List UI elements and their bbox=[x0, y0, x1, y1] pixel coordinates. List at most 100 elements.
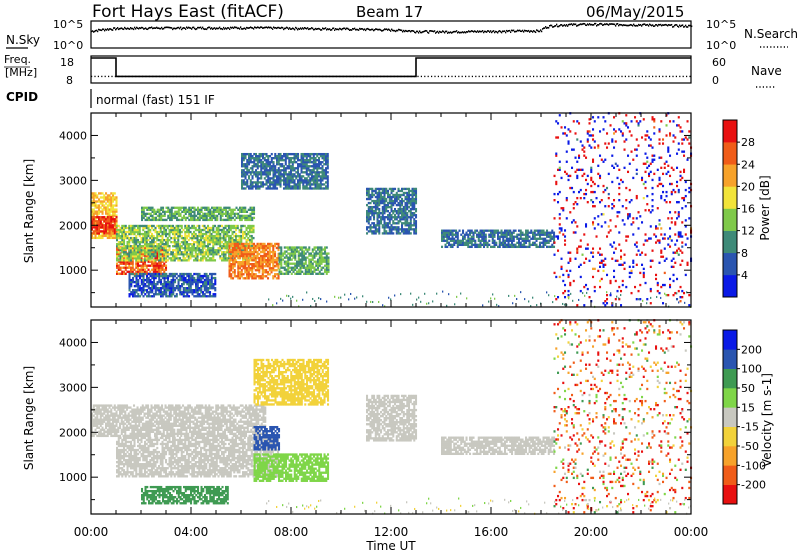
rti-cell bbox=[139, 277, 141, 279]
rti-cell bbox=[179, 273, 181, 275]
rti-cell bbox=[394, 198, 396, 200]
rti-cell bbox=[178, 281, 180, 283]
rti-cell bbox=[125, 259, 127, 261]
rti-cell bbox=[211, 233, 213, 235]
rti-cell bbox=[281, 155, 283, 157]
rti-cell bbox=[183, 237, 185, 239]
rti-cell bbox=[223, 239, 225, 241]
rti-cell bbox=[153, 245, 155, 247]
rti-cell bbox=[253, 159, 255, 161]
rti-cell bbox=[183, 247, 185, 249]
rti-cell bbox=[385, 204, 387, 206]
rti-cell bbox=[177, 251, 179, 253]
rti-cell bbox=[100, 210, 102, 212]
rti-cell bbox=[157, 275, 159, 277]
rti-cell bbox=[249, 239, 251, 241]
rti-cell bbox=[163, 269, 165, 271]
rti-cell bbox=[228, 239, 230, 241]
rti-cell bbox=[197, 281, 199, 283]
rti-cell bbox=[223, 207, 225, 209]
rti-cell bbox=[243, 209, 245, 211]
rti-cell bbox=[262, 269, 264, 271]
rti-cell bbox=[239, 237, 241, 239]
noise-point bbox=[428, 32, 429, 34]
rti-cell bbox=[267, 277, 269, 279]
rti-cell bbox=[112, 224, 114, 226]
rti-cell bbox=[394, 196, 396, 198]
rti-cell bbox=[218, 247, 220, 249]
rti-cell bbox=[312, 256, 314, 258]
rti-cell bbox=[410, 232, 412, 234]
rti-cell bbox=[306, 153, 308, 155]
rti-cell bbox=[366, 216, 368, 218]
rti-cell bbox=[246, 271, 248, 273]
rti-cell bbox=[385, 230, 387, 232]
freq-label-line2: [MHz] bbox=[5, 66, 37, 79]
rti-cell bbox=[370, 226, 372, 228]
rti-cell bbox=[128, 231, 130, 233]
rti-cell bbox=[179, 247, 181, 249]
rti-cell bbox=[197, 293, 199, 295]
rti-cell bbox=[139, 227, 141, 229]
rti-cell bbox=[248, 185, 250, 187]
rti-cell bbox=[137, 253, 139, 255]
rti-cell bbox=[158, 267, 160, 269]
rti-cell bbox=[96, 222, 98, 224]
rti-cell bbox=[406, 202, 408, 204]
rti-cell bbox=[95, 206, 97, 208]
rti-cell bbox=[167, 245, 169, 247]
rti-cell bbox=[212, 243, 214, 245]
noise-point bbox=[333, 27, 334, 29]
rti-cell bbox=[146, 289, 148, 291]
rti-cell bbox=[207, 249, 209, 251]
rti-cell bbox=[269, 179, 271, 181]
rti-cell bbox=[165, 277, 167, 279]
rti-cell bbox=[102, 216, 104, 218]
rti-cell bbox=[307, 250, 309, 252]
rti-cell bbox=[157, 215, 159, 217]
rti-cell bbox=[136, 277, 138, 279]
rti-cell bbox=[107, 216, 109, 218]
rti-cell bbox=[251, 269, 253, 271]
rti-cell bbox=[205, 237, 207, 239]
rti-cell bbox=[112, 230, 114, 232]
rti-cell bbox=[243, 181, 245, 183]
rti-cell bbox=[128, 241, 130, 243]
rti-cell bbox=[237, 261, 239, 263]
rti-cell bbox=[207, 225, 209, 227]
rti-cell bbox=[326, 252, 328, 254]
rti-cell bbox=[167, 283, 169, 285]
rti-cell bbox=[398, 222, 400, 224]
rti-cell bbox=[176, 255, 178, 257]
rti-cell bbox=[405, 198, 407, 200]
rti-cell bbox=[276, 171, 278, 173]
rti-cell bbox=[269, 245, 271, 247]
rti-cell bbox=[265, 275, 267, 277]
rti-cell bbox=[160, 231, 162, 233]
rti-cell bbox=[266, 165, 268, 167]
rti-cell bbox=[245, 181, 247, 183]
rti-cell bbox=[283, 173, 285, 175]
rti-cell bbox=[368, 220, 370, 222]
rti-cell bbox=[164, 219, 166, 221]
rti-cell bbox=[160, 250, 162, 252]
rti-cell bbox=[223, 255, 225, 257]
rti-cell bbox=[310, 267, 312, 269]
rti-cell bbox=[385, 216, 387, 218]
rti-cell bbox=[200, 287, 202, 289]
rti-cell bbox=[308, 179, 310, 181]
rti-cell bbox=[151, 263, 153, 265]
rti-cell bbox=[216, 211, 218, 213]
rti-cell bbox=[148, 217, 150, 219]
rti-cell bbox=[373, 226, 375, 228]
rti-cell bbox=[141, 289, 143, 291]
rti-cell bbox=[315, 265, 317, 267]
rti-cell bbox=[107, 218, 109, 220]
rti-cell bbox=[116, 243, 118, 245]
rti-cell bbox=[373, 216, 375, 218]
rti-cell bbox=[134, 255, 136, 257]
rti-cell bbox=[128, 265, 130, 267]
rti-cell bbox=[200, 253, 202, 255]
rti-cell bbox=[255, 155, 257, 157]
rti-cell bbox=[239, 217, 241, 219]
